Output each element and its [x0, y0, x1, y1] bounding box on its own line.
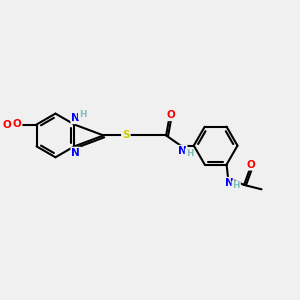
Text: N: N	[224, 178, 233, 188]
Text: H: H	[186, 149, 193, 158]
Text: H: H	[232, 181, 240, 190]
Text: N: N	[71, 113, 80, 123]
Text: S: S	[122, 130, 130, 140]
Text: O: O	[247, 160, 256, 170]
Text: H: H	[79, 110, 86, 119]
Text: O: O	[2, 119, 11, 130]
Text: N: N	[71, 148, 80, 158]
Text: O: O	[13, 119, 21, 129]
Text: N: N	[178, 146, 187, 156]
Text: O: O	[166, 110, 175, 120]
